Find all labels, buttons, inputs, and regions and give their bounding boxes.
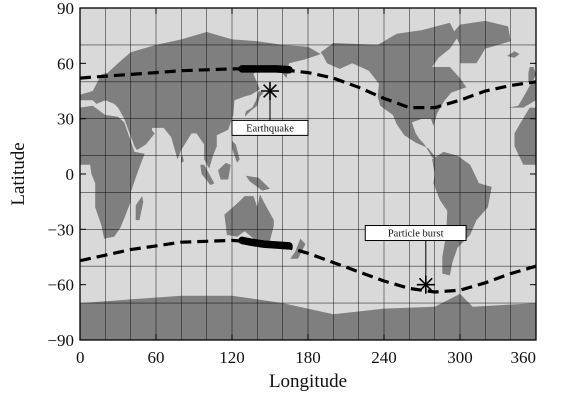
land-sumatra — [200, 164, 215, 186]
land-india — [166, 118, 192, 160]
y-tick-label: −90 — [47, 331, 74, 350]
y-tick-label: 0 — [66, 165, 75, 184]
callout-label: Earthquake — [246, 123, 294, 134]
land-iceland — [506, 51, 520, 58]
y-tick-label: 30 — [57, 110, 74, 129]
orbit-track-line — [80, 67, 536, 110]
land-new-guinea — [245, 175, 270, 191]
orbit-track-highlight — [238, 236, 293, 250]
x-tick-label: 180 — [295, 348, 321, 367]
annotation-particle-burst: Particle burst — [364, 225, 467, 294]
y-tick-label: 90 — [57, 0, 74, 18]
land-philippines — [232, 140, 240, 163]
land-japan — [244, 91, 264, 117]
land-arabia — [125, 118, 155, 150]
x-tick-label: 360 — [511, 348, 537, 367]
land-new-zealand — [290, 238, 306, 259]
callout-box — [231, 119, 309, 136]
x-tick-label: 0 — [76, 348, 85, 367]
land-greenland — [453, 20, 511, 64]
land-australia — [224, 194, 274, 246]
land-masses — [80, 20, 536, 340]
y-tick-label: −60 — [47, 276, 74, 295]
annotations: Earthquake Particle burst — [231, 82, 467, 294]
callout-box — [364, 225, 467, 242]
y-tick-label: −30 — [47, 220, 74, 239]
land-borneo — [218, 162, 231, 180]
land-sri-lanka — [181, 155, 184, 163]
x-axis-title: Longitude — [269, 371, 347, 392]
asterisk-marker-stroke — [418, 277, 433, 292]
asterisk-marker-stroke — [263, 84, 277, 98]
annotation-earthquake: Earthquake — [231, 82, 309, 136]
land-europe-west — [508, 79, 536, 108]
land-africa-west — [514, 107, 536, 165]
track-lines — [80, 65, 536, 294]
x-tick-label: 60 — [148, 348, 165, 367]
land-madagascar — [135, 196, 144, 221]
callout-label: Particle burst — [388, 229, 444, 240]
orbit-track-line — [80, 238, 536, 294]
x-tick-label: 240 — [371, 348, 397, 367]
grid-lines — [80, 8, 536, 340]
x-tick-label: 120 — [219, 348, 245, 367]
land-south-america — [432, 151, 492, 276]
orbit-track-highlight — [238, 65, 293, 74]
x-tick-label: 300 — [447, 348, 473, 367]
land-north-america — [320, 22, 467, 160]
y-axis-title: Latitude — [8, 142, 29, 205]
land-uk — [528, 67, 536, 82]
y-tick-label: 60 — [57, 54, 74, 73]
land-africa — [80, 105, 145, 239]
